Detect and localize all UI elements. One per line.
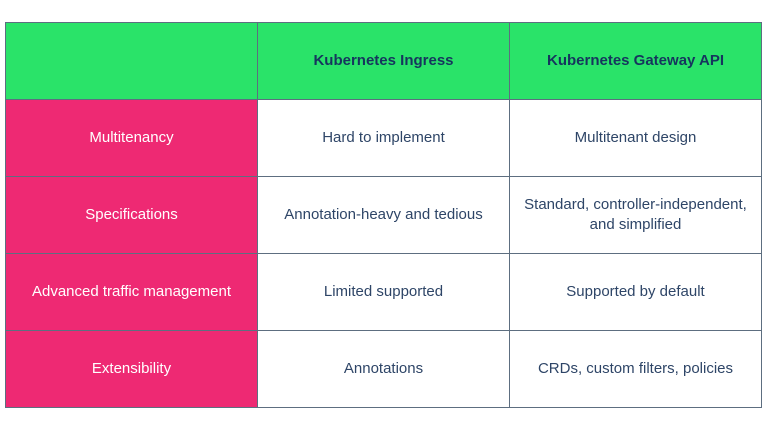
cell-ingress: Annotation-heavy and tedious [257,176,510,254]
cell-gateway: CRDs, custom filters, policies [509,330,762,408]
column-header-gateway-api: Kubernetes Gateway API [509,22,762,100]
row-label: Advanced traffic management [5,253,258,331]
row-label: Specifications [5,176,258,254]
table-body: Multitenancy Hard to implement Multitena… [5,99,762,408]
cell-gateway: Multitenant design [509,99,762,177]
corner-cell [5,22,258,100]
cell-ingress: Limited supported [257,253,510,331]
cell-ingress: Hard to implement [257,99,510,177]
row-label: Extensibility [5,330,258,408]
row-label: Multitenancy [5,99,258,177]
cell-ingress: Annotations [257,330,510,408]
table-row-specifications: Specifications Annotation-heavy and tedi… [5,176,762,254]
cell-gateway: Standard, controller-independent, and si… [509,176,762,254]
comparison-table: Kubernetes Ingress Kubernetes Gateway AP… [5,22,762,408]
cell-gateway: Supported by default [509,253,762,331]
table-row-extensibility: Extensibility Annotations CRDs, custom f… [5,330,762,408]
table-row-advanced-traffic-management: Advanced traffic management Limited supp… [5,253,762,331]
table-row-multitenancy: Multitenancy Hard to implement Multitena… [5,99,762,177]
table-header: Kubernetes Ingress Kubernetes Gateway AP… [5,22,762,100]
header-row: Kubernetes Ingress Kubernetes Gateway AP… [5,22,762,100]
column-header-ingress: Kubernetes Ingress [257,22,510,100]
